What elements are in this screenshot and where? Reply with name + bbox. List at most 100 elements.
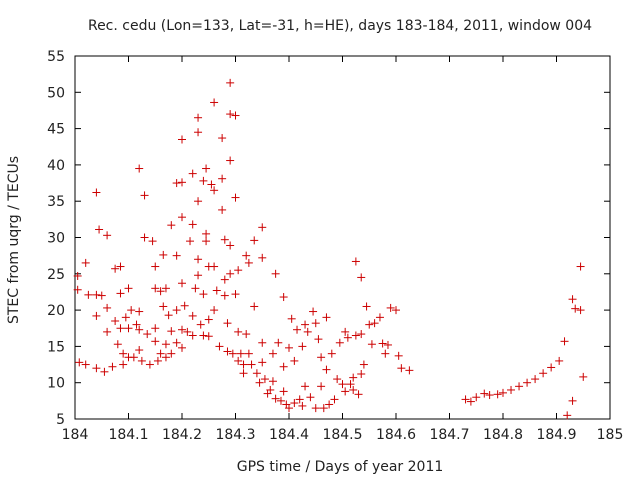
data-point (119, 360, 128, 369)
data-point (103, 303, 112, 312)
data-point (354, 390, 363, 399)
data-point (92, 290, 101, 299)
data-point (172, 251, 181, 260)
data-point (386, 303, 395, 312)
data-point (234, 266, 243, 275)
data-point (135, 346, 144, 355)
data-point (576, 262, 585, 271)
data-point (258, 223, 267, 232)
data-point (290, 399, 299, 408)
y-tick-label: 25 (47, 267, 65, 283)
data-point (298, 342, 307, 351)
y-tick-label: 35 (47, 194, 65, 210)
x-tick-label: 184.1 (108, 427, 148, 443)
data-point (252, 369, 261, 378)
data-point (285, 404, 293, 413)
data-point (330, 395, 339, 404)
data-point (357, 369, 366, 378)
data-point (202, 237, 211, 246)
data-point (279, 387, 288, 396)
data-point (103, 327, 112, 336)
data-point (461, 395, 470, 404)
data-point (228, 349, 237, 358)
data-point (84, 290, 93, 299)
x-tick-label: 184 (62, 427, 89, 443)
data-point (116, 324, 125, 333)
data-point (121, 313, 130, 322)
y-tick-label: 5 (56, 412, 65, 428)
data-point (92, 188, 101, 197)
data-point (268, 349, 277, 358)
data-point (327, 349, 336, 358)
data-point (568, 396, 577, 405)
plot-area-frame (74, 55, 611, 420)
data-point (351, 257, 360, 266)
y-tick-label: 15 (47, 339, 65, 355)
data-point (172, 179, 181, 188)
data-point (159, 302, 168, 311)
data-point (226, 110, 235, 119)
data-point (309, 307, 318, 316)
data-point (81, 360, 90, 369)
data-point (231, 111, 240, 120)
data-point (167, 349, 176, 358)
data-point (119, 349, 128, 358)
data-point (204, 315, 213, 324)
data-point (194, 197, 203, 206)
data-point (250, 236, 259, 245)
chart-title: Rec. cedu (Lon=133, Lat=-31, h=HE), days… (88, 18, 592, 34)
data-point (156, 349, 165, 358)
data-point (140, 191, 149, 200)
data-point (375, 313, 384, 322)
data-point (539, 369, 548, 378)
data-point (92, 311, 101, 320)
data-point (311, 404, 320, 413)
data-point (271, 394, 280, 403)
data-point (210, 98, 219, 107)
data-point (306, 393, 315, 402)
data-point (547, 363, 556, 372)
data-point (343, 333, 352, 342)
data-point (218, 134, 227, 143)
data-point (571, 304, 580, 313)
data-point (129, 353, 138, 362)
data-point (92, 364, 101, 373)
x-tick-label: 184.6 (376, 427, 416, 443)
data-point (143, 330, 152, 339)
data-point (226, 269, 235, 278)
data-point (159, 250, 168, 259)
data-point (239, 369, 248, 378)
data-point (362, 302, 371, 311)
data-point (153, 356, 162, 365)
data-point (212, 286, 221, 295)
data-point (196, 320, 205, 329)
data-point (576, 306, 585, 315)
data-point (322, 313, 331, 322)
data-point (515, 382, 524, 391)
data-point (383, 340, 392, 349)
data-point (314, 335, 323, 344)
data-point (231, 193, 240, 202)
data-point (298, 401, 307, 410)
y-tick-label: 50 (47, 85, 65, 101)
y-tick-label: 55 (47, 49, 65, 65)
data-point (279, 362, 288, 371)
data-point (555, 356, 564, 365)
data-point (161, 284, 170, 293)
data-point (301, 382, 310, 391)
data-point (244, 349, 253, 358)
data-point (135, 307, 144, 316)
data-point (242, 330, 251, 339)
data-point (268, 377, 277, 386)
data-point (242, 251, 251, 260)
data-point (365, 320, 374, 329)
data-point (95, 225, 104, 234)
data-point (493, 390, 502, 399)
data-point (485, 391, 494, 400)
x-tick-label: 184.9 (536, 427, 576, 443)
data-point (137, 356, 146, 365)
data-point (81, 258, 90, 267)
data-point (236, 349, 245, 358)
data-point (210, 262, 219, 271)
